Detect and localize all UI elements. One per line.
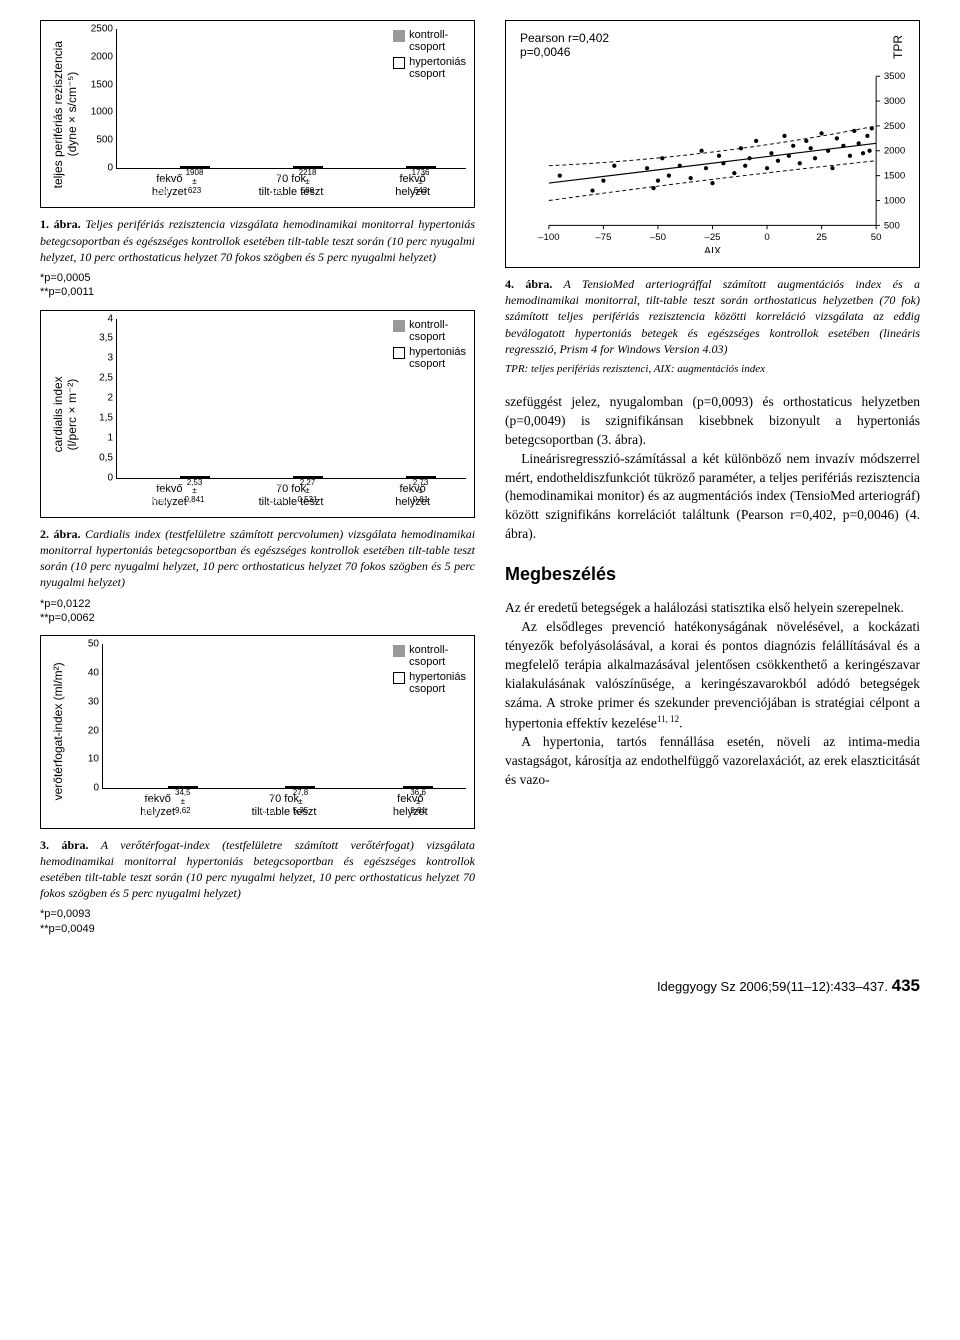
legend-swatch-kontroll — [393, 30, 405, 42]
chart3-box: verőtérfogat-index (ml/m²) 01020304050 4… — [40, 635, 475, 828]
svg-text:2500: 2500 — [884, 121, 905, 132]
legend-hypertonias-label: hypertoniás csoport — [409, 56, 466, 80]
chart2-pvals: *p=0,0122**p=0,0062 — [40, 597, 475, 626]
svg-text:1500: 1500 — [884, 171, 905, 182]
pearson-p: p=0,0046 — [520, 45, 609, 59]
legend-swatch-hypertonias — [393, 57, 405, 69]
svg-text:2000: 2000 — [884, 146, 905, 157]
chart2-box: cardialis index (l/perc×m⁻²) 00,511,522,… — [40, 310, 475, 518]
bar-h: 2,73±0,81 — [406, 476, 436, 478]
bar-h: 34,5±9,62* — [168, 786, 198, 788]
chart3-caption: 3. ábra. A verőtérfogat-index (testfelül… — [40, 837, 475, 902]
svg-text:50: 50 — [871, 232, 882, 243]
footer-journal: Ideggyogy Sz 2006;59(11–12):433–437. — [657, 979, 888, 994]
pearson-r: Pearson r=0,402 — [520, 31, 609, 45]
chart1-box: teljes perifériás rezisztencia (dyne×s/c… — [40, 20, 475, 208]
svg-text:–50: –50 — [650, 232, 666, 243]
svg-text:–25: –25 — [704, 232, 720, 243]
svg-text:1000: 1000 — [884, 195, 905, 206]
svg-text:3500: 3500 — [884, 71, 905, 82]
svg-text:25: 25 — [816, 232, 827, 243]
footer-page: 435 — [892, 976, 920, 995]
chart1-legend: kontroll- csoport hypertoniás csoport — [393, 29, 466, 83]
scatter-box: Pearson r=0,402p=0,0046 TPR 500100015002… — [505, 20, 920, 268]
svg-text:AIX: AIX — [704, 245, 721, 253]
body-p1: szefüggést jelez, nyugalomban (p=0,0093)… — [505, 394, 920, 447]
bar-h: 2,53±0,841* — [180, 476, 210, 478]
svg-text:0: 0 — [764, 232, 769, 243]
bar-h: 2,27±0,531** — [293, 476, 323, 478]
section-title: Megbeszélés — [505, 562, 920, 587]
bar-h: 36,6±9,81 — [403, 786, 433, 788]
scatter-caption: 4. ábra. A TensioMed arteriográffal szám… — [505, 276, 920, 357]
chart1-pvals: *p=0,0005**p=0,0011 — [40, 271, 475, 300]
legend-kontroll-label: kontroll- csoport — [409, 29, 448, 53]
body-p3: Az ér eredetű betegségek a halálozási st… — [505, 600, 904, 615]
chart2-legend: kontroll- csoport hypertoniás csoport — [393, 319, 466, 373]
svg-text:–75: –75 — [595, 232, 611, 243]
chart1-caption: 1. ábra. Teljes perifériás rezisztencia … — [40, 216, 475, 265]
body-p4-refs: 11, 12 — [657, 714, 679, 724]
body-p4: Az elsődleges prevenció hatékonyságának … — [505, 619, 920, 730]
bar-h: 1736±543 — [406, 166, 436, 168]
scatter-note: TPR: teljes perifériás rezisztenci, AIX:… — [505, 363, 920, 375]
chart3-legend: kontroll- csoport hypertoniás csoport — [393, 644, 466, 698]
svg-text:500: 500 — [884, 220, 900, 231]
chart2-ylabel: cardialis index (l/perc×m⁻²) — [49, 319, 81, 509]
svg-text:3000: 3000 — [884, 96, 905, 107]
body-text: szefüggést jelez, nyugalomban (p=0,0093)… — [505, 393, 920, 790]
scatter-svg: 500100015002000250030003500–100–75–50–25… — [520, 63, 905, 253]
body-p2: Lineárisregresszió-számítással a két kül… — [505, 451, 920, 542]
chart3-ylabel: verőtérfogat-index (ml/m²) — [49, 644, 67, 819]
scatter-ylabel: TPR — [891, 31, 905, 59]
chart1-ylabel: teljes perifériás rezisztencia (dyne×s/c… — [49, 29, 81, 199]
chart2-caption: 2. ábra. Cardialis index (testfelületre … — [40, 526, 475, 591]
bar-h: 1908±623* — [180, 166, 210, 168]
bar-h: 27,8±5,35** — [285, 786, 315, 788]
footer: Ideggyogy Sz 2006;59(11–12):433–437. 435 — [40, 976, 920, 996]
bar-h: 2218±589** — [293, 166, 323, 168]
svg-text:–100: –100 — [538, 232, 559, 243]
chart3-pvals: *p=0,0093**p=0,0049 — [40, 907, 475, 936]
body-p5: A hypertonia, tartós fennállása esetén, … — [505, 734, 920, 787]
